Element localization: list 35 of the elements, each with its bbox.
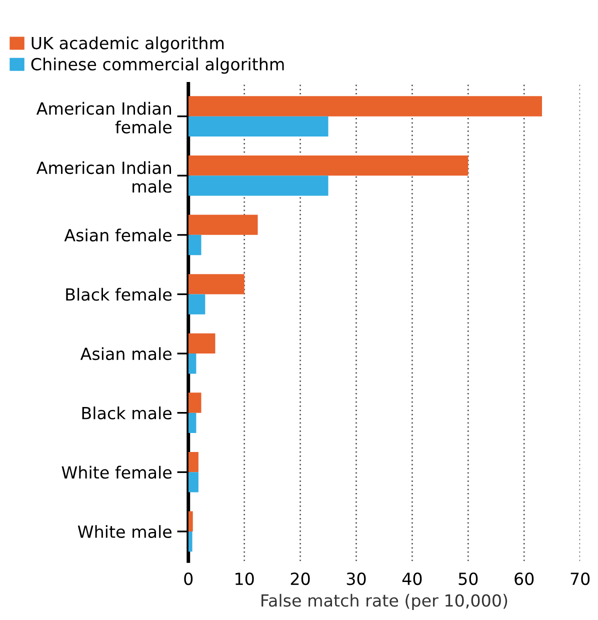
x-tick-label: 20	[290, 572, 310, 586]
legend-label: UK academic algorithm	[32, 36, 224, 53]
bar	[188, 333, 216, 354]
x-tick-label: 40	[402, 572, 422, 586]
bar	[188, 452, 198, 472]
x-tick-label: 60	[514, 572, 534, 586]
bar	[188, 412, 196, 434]
bar	[188, 511, 193, 532]
x-tick-label: 0	[184, 572, 193, 586]
bar	[188, 155, 468, 176]
bar	[188, 96, 542, 116]
bar	[188, 392, 202, 413]
bar	[188, 354, 196, 374]
bar	[188, 294, 206, 314]
bar	[188, 274, 244, 294]
bar	[188, 531, 192, 552]
x-tick-label: 50	[458, 572, 478, 586]
y-tick-label: White male	[78, 525, 172, 538]
y-tick-label: American Indian male	[36, 161, 172, 193]
y-tick-label: Black male	[82, 406, 172, 420]
bar	[188, 472, 198, 492]
bar	[188, 214, 258, 235]
legend-label: Chinese commercial algorithm	[31, 58, 284, 74]
y-tick-label: White female	[62, 466, 172, 479]
x-axis-title: False match rate (per 10,000)	[262, 594, 508, 610]
y-tick-label: Asian male	[80, 347, 172, 360]
y-tick-label: Black female	[66, 288, 172, 301]
bar	[188, 234, 202, 256]
x-tick-label: 10	[236, 572, 254, 586]
bar	[188, 116, 328, 136]
y-tick-label: American Indian female	[36, 102, 172, 134]
y-tick-label: Asian female	[64, 228, 172, 242]
x-tick-label: 30	[346, 572, 366, 586]
bar	[188, 176, 328, 196]
x-tick-label: 70	[570, 572, 590, 586]
